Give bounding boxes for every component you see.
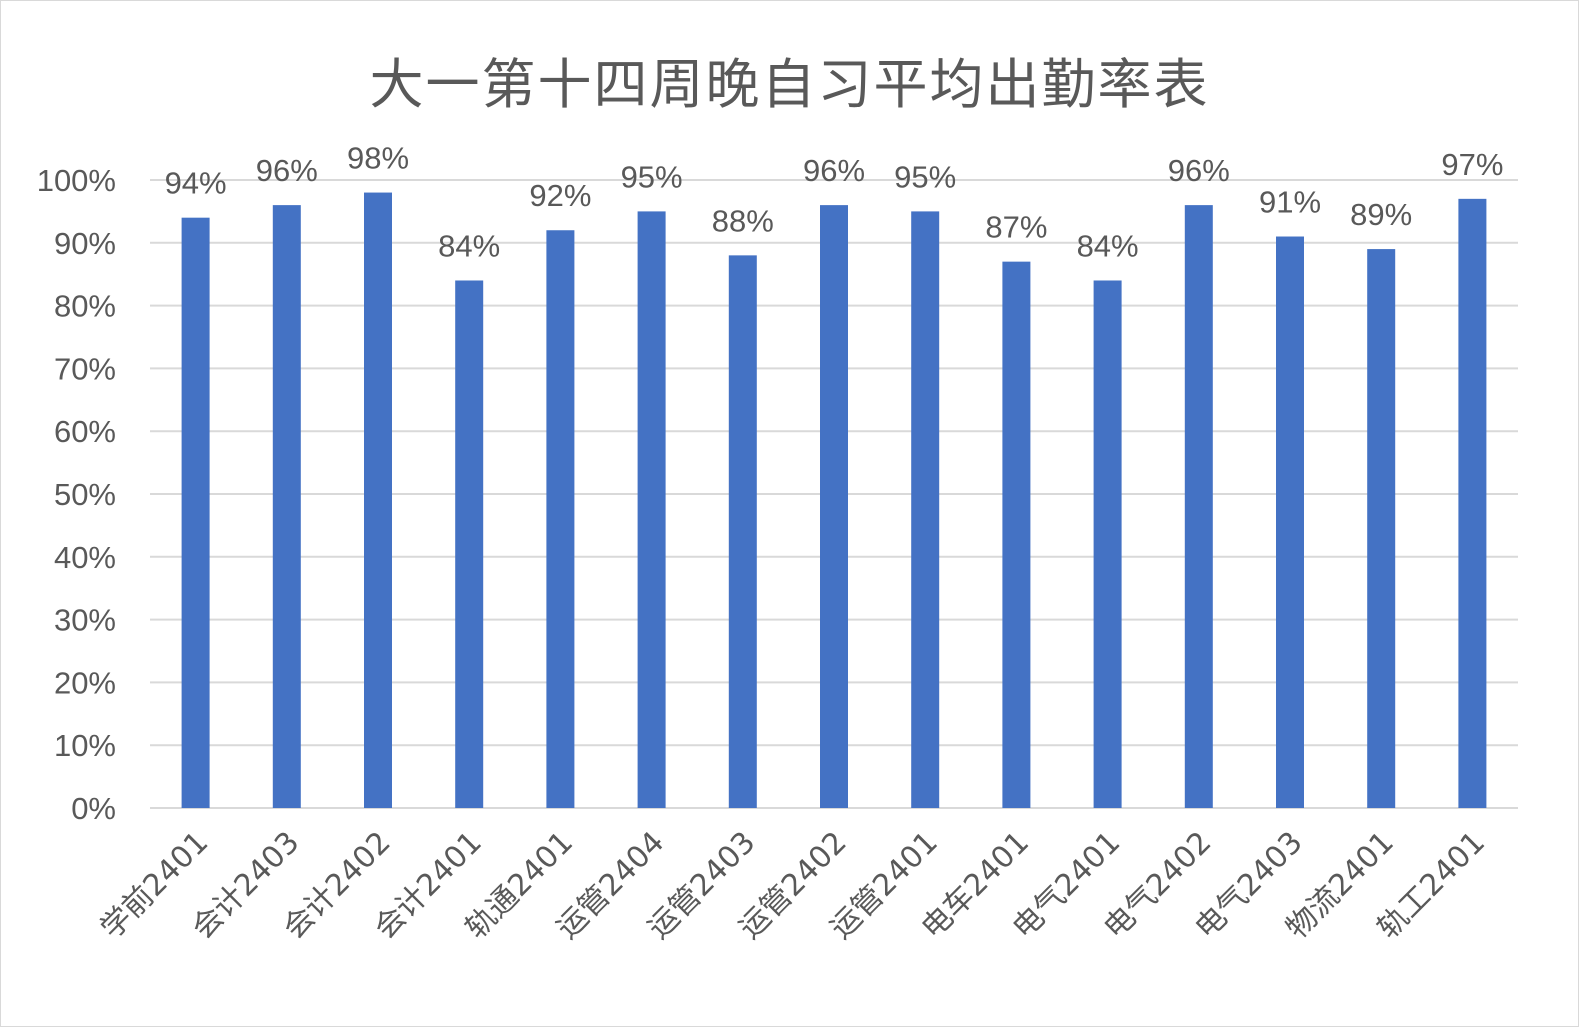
y-tick-label: 60% xyxy=(54,414,116,449)
data-label: 84% xyxy=(438,228,500,263)
bars xyxy=(181,192,1487,809)
bar xyxy=(1184,205,1213,808)
data-label: 95% xyxy=(894,159,956,194)
bar xyxy=(637,211,666,808)
data-label: 96% xyxy=(256,153,318,188)
data-label: 91% xyxy=(1259,185,1321,220)
data-label: 97% xyxy=(1441,147,1503,182)
y-tick-label: 80% xyxy=(54,289,116,324)
data-label: 98% xyxy=(347,141,409,176)
bar xyxy=(1367,249,1396,808)
data-label: 94% xyxy=(165,166,227,201)
chart-title: 大一第十四周晚自习平均出勤率表 xyxy=(369,53,1210,116)
bar xyxy=(728,255,757,809)
y-tick-label: 90% xyxy=(54,226,116,261)
bar xyxy=(272,205,301,808)
y-tick-label: 100% xyxy=(37,163,116,198)
y-tick-label: 0% xyxy=(71,791,116,826)
bar xyxy=(1276,236,1304,808)
data-label: 95% xyxy=(621,159,683,194)
bar xyxy=(181,217,210,808)
bar xyxy=(546,230,575,809)
data-label: 87% xyxy=(985,210,1047,245)
bar xyxy=(911,211,940,808)
y-axis-ticks: 0% 10% 20% 30% 40% 50% 60% 70% 80% 90% 100% xyxy=(37,163,116,826)
data-label: 84% xyxy=(1077,228,1139,263)
data-label: 96% xyxy=(1168,153,1230,188)
y-tick-label: 20% xyxy=(54,665,116,700)
data-label: 96% xyxy=(803,153,865,188)
y-tick-label: 10% xyxy=(54,728,116,763)
y-tick-label: 50% xyxy=(54,477,116,512)
x-axis-categories: 学前2401会计2403会计2402会计2401轨通2401运管2404运管24… xyxy=(94,825,1492,946)
data-label: 89% xyxy=(1350,197,1412,232)
bar xyxy=(364,192,392,808)
bar xyxy=(1093,280,1122,809)
y-tick-label: 40% xyxy=(54,540,116,575)
data-label: 88% xyxy=(712,203,774,238)
y-tick-label: 70% xyxy=(54,351,116,386)
data-label: 92% xyxy=(529,178,591,213)
bar xyxy=(455,280,484,809)
bar xyxy=(1458,198,1487,809)
bar xyxy=(1002,261,1031,808)
data-labels: 94% 96% 98% 84% 92% 95% 88% 96% 95% 87% 84% 96% 91% 8… xyxy=(165,141,1504,264)
bar xyxy=(820,205,848,808)
y-tick-label: 30% xyxy=(54,603,116,638)
